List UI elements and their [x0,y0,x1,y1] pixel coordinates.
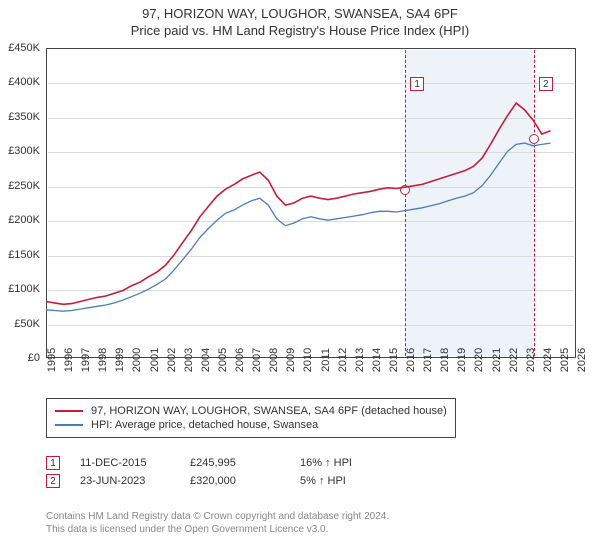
x-axis-label: 1995 [46,348,58,372]
x-axis-label: 2025 [559,348,571,372]
legend-item: HPI: Average price, detached house, Swan… [55,419,447,431]
x-axis-label: 2019 [456,348,468,372]
x-axis-label: 2011 [320,348,332,372]
y-axis-label: £250K [0,180,40,192]
sale-index-box: 1 [46,456,60,470]
x-axis-label: 2001 [149,348,161,372]
x-axis-label: 2016 [405,348,417,372]
y-axis-label: £400K [0,76,40,88]
footer-line-1: Contains HM Land Registry data © Crown c… [46,510,389,523]
x-axis-label: 2009 [285,348,297,372]
legend-label: HPI: Average price, detached house, Swan… [91,419,318,431]
y-axis-label: £200K [0,214,40,226]
y-axis-label: £150K [0,249,40,261]
data-attribution: Contains HM Land Registry data © Crown c… [46,510,389,536]
sales-table: 1 11-DEC-2015 £245,995 16% ↑ HPI 2 23-JUN-202… [46,452,390,492]
x-axis-label: 2024 [542,348,554,372]
x-axis-label: 2013 [354,348,366,372]
x-axis-label: 2022 [508,348,520,372]
sale-hpi-delta: 5% ↑ HPI [300,475,390,487]
sale-index-box: 2 [46,474,60,488]
y-axis-label: £50K [0,318,40,330]
x-axis-label: 2010 [302,348,314,372]
sale-hpi-delta: 16% ↑ HPI [300,457,390,469]
x-axis-label: 2020 [473,348,485,372]
x-axis-label: 2002 [166,348,178,372]
x-axis-label: 1998 [97,348,109,372]
chart: 12 £0£50K£100K£150K£200K£250K£300K£350K£… [46,48,576,388]
x-axis-label: 2006 [234,348,246,372]
x-axis-label: 2018 [439,348,451,372]
x-axis-label: 2017 [422,348,434,372]
y-axis-label: £100K [0,283,40,295]
x-axis-label: 1999 [114,348,126,372]
x-axis-label: 1996 [63,348,75,372]
series-price_paid [46,103,550,304]
y-axis-label: £350K [0,111,40,123]
sale-row: 1 11-DEC-2015 £245,995 16% ↑ HPI [46,456,390,470]
x-axis-label: 2008 [268,348,280,372]
sale-price: £320,000 [190,475,280,487]
address-title: 97, HORIZON WAY, LOUGHOR, SWANSEA, SA4 6… [0,6,600,21]
x-axis-label: 2003 [183,348,195,372]
x-axis-label: 2004 [200,348,212,372]
y-axis-label: £450K [0,42,40,54]
y-axis-label: £300K [0,145,40,157]
x-axis-label: 2007 [251,348,263,372]
x-axis-label: 2014 [371,348,383,372]
sale-row: 2 23-JUN-2023 £320,000 5% ↑ HPI [46,474,390,488]
legend-swatch [55,424,83,426]
x-axis-label: 2005 [217,348,229,372]
x-axis-label: 2023 [525,348,537,372]
legend-item: 97, HORIZON WAY, LOUGHOR, SWANSEA, SA4 6… [55,405,447,417]
subtitle: Price paid vs. HM Land Registry's House … [0,23,600,38]
y-axis-label: £0 [0,352,40,364]
legend-label: 97, HORIZON WAY, LOUGHOR, SWANSEA, SA4 6… [91,405,447,417]
x-axis-label: 2012 [337,348,349,372]
sale-price: £245,995 [190,457,280,469]
series-hpi [46,143,550,311]
x-axis-label: 2000 [131,348,143,372]
x-axis-label: 2026 [576,348,588,372]
sale-date: 23-JUN-2023 [80,475,170,487]
legend-swatch [55,410,83,412]
sale-date: 11-DEC-2015 [80,457,170,469]
footer-line-2: This data is licensed under the Open Gov… [46,523,389,536]
legend: 97, HORIZON WAY, LOUGHOR, SWANSEA, SA4 6… [46,398,456,438]
x-axis-label: 2015 [388,348,400,372]
x-axis-label: 2021 [491,348,503,372]
x-axis-label: 1997 [80,348,92,372]
